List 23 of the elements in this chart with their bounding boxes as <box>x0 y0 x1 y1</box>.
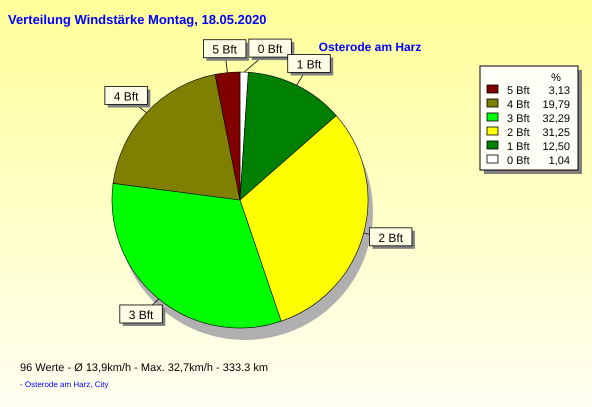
legend-label: 3 Bft <box>507 113 530 125</box>
slice-label: 5 Bft <box>212 42 238 57</box>
slice-label: 0 Bft <box>258 42 284 56</box>
chart-subtitle: Osterode am Harz <box>318 40 422 54</box>
legend-label: 5 Bft <box>507 85 530 97</box>
data-label: 3,13 <box>548 85 570 97</box>
slice-label: 3 Bft <box>128 308 154 322</box>
legend-label: 0 Bft <box>507 155 530 167</box>
chart-title: Verteilung Windstärke Montag, 18.05.2020 <box>8 12 267 27</box>
slice-label: 4 Bft <box>114 89 140 104</box>
data-label: 32,29 <box>542 113 570 125</box>
data-label: 12,50 <box>542 141 570 153</box>
legend-label: 1 Bft <box>507 141 530 153</box>
text: 96 Werte - Ø 13,9km/h - Max. 32,7km/h - 333.3 km <box>20 362 268 374</box>
data-label: 31,25 <box>542 127 570 139</box>
data-label: 19,79 <box>542 99 570 111</box>
slice-label: 2 Bft <box>378 230 404 245</box>
data-label: 1,04 <box>548 155 570 167</box>
text: - Osterode am Harz, City <box>20 380 108 389</box>
legend-title: % <box>551 72 562 84</box>
legend-label: 4 Bft <box>507 99 530 111</box>
slice-label: 1 Bft <box>296 57 322 72</box>
legend-label: 2 Bft <box>507 127 530 139</box>
